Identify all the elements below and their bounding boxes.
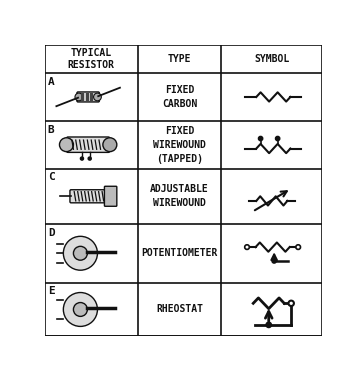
- Circle shape: [266, 322, 271, 328]
- Circle shape: [75, 93, 83, 101]
- Text: POTENTIOMETER: POTENTIOMETER: [141, 248, 218, 258]
- Circle shape: [59, 138, 73, 152]
- Text: FIXED
WIREWOUND
(TAPPED): FIXED WIREWOUND (TAPPED): [153, 126, 206, 164]
- Circle shape: [275, 136, 280, 141]
- Text: A: A: [48, 77, 55, 87]
- Circle shape: [73, 302, 87, 316]
- Text: C: C: [48, 172, 55, 183]
- FancyBboxPatch shape: [70, 190, 110, 203]
- Circle shape: [63, 293, 97, 327]
- Circle shape: [81, 157, 83, 160]
- Text: ADJUSTABLE
WIREWOUND: ADJUSTABLE WIREWOUND: [150, 184, 209, 208]
- Text: E: E: [48, 287, 55, 296]
- Circle shape: [296, 245, 300, 249]
- Circle shape: [289, 301, 294, 306]
- FancyBboxPatch shape: [105, 186, 117, 206]
- Text: B: B: [48, 125, 55, 135]
- Text: FIXED
CARBON: FIXED CARBON: [162, 85, 197, 109]
- Text: TYPE: TYPE: [168, 54, 191, 64]
- Circle shape: [103, 138, 117, 152]
- FancyBboxPatch shape: [77, 92, 100, 102]
- Circle shape: [245, 245, 250, 249]
- FancyBboxPatch shape: [67, 137, 110, 152]
- Circle shape: [93, 93, 101, 101]
- Circle shape: [73, 246, 87, 260]
- Text: RHEOSTAT: RHEOSTAT: [156, 304, 203, 314]
- Circle shape: [88, 157, 91, 160]
- Text: TYPICAL
RESISTOR: TYPICAL RESISTOR: [68, 48, 115, 70]
- Text: SYMBOL: SYMBOL: [254, 54, 290, 64]
- Circle shape: [63, 236, 97, 270]
- Circle shape: [258, 136, 263, 141]
- Circle shape: [272, 259, 276, 263]
- Text: D: D: [48, 228, 55, 238]
